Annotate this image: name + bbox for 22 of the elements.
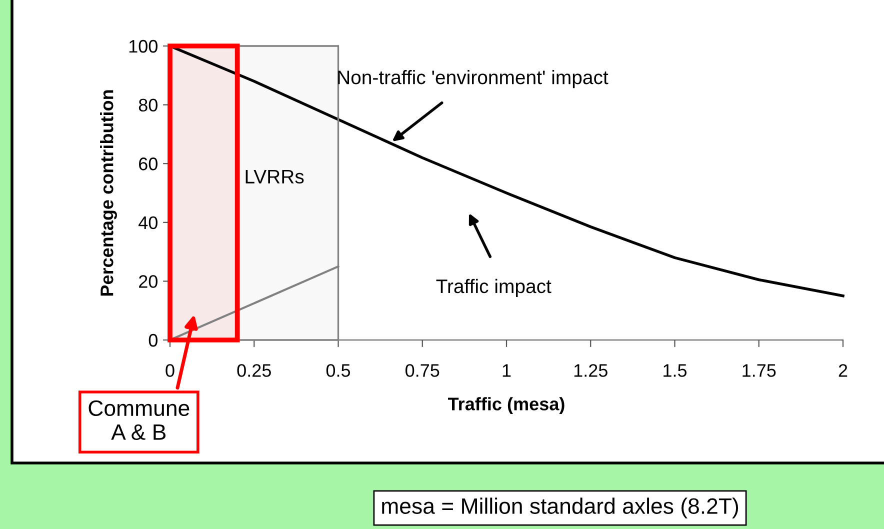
- y-tick-label: 60: [139, 158, 158, 170]
- x-tick-label: 1.5: [664, 364, 687, 377]
- y-axis-title: Percentage contribution: [100, 90, 117, 296]
- y-tick-label: 80: [138, 98, 158, 112]
- x-tick-label: 0.75: [406, 364, 440, 377]
- annotation: Traffic impact: [436, 278, 552, 298]
- x-tick-label: 0: [166, 364, 174, 377]
- y-tick-label: 20: [139, 275, 158, 288]
- x-tick-label: 1.75: [742, 364, 776, 377]
- annotation: Non-traffic 'environment' impact: [338, 70, 608, 88]
- band-label: LVRRs: [246, 170, 304, 184]
- x-axis-title: Traffic (mesa): [448, 397, 564, 414]
- y-tick-label: 40: [138, 216, 158, 230]
- text: mesa = Million standard axles (8.2T): [382, 498, 738, 518]
- x-tick-label: 1: [502, 364, 511, 377]
- y-tick-label: 0: [148, 334, 158, 347]
- x-tick-label: 1.25: [574, 364, 608, 377]
- x-tick-label: 0.25: [237, 364, 271, 377]
- y-tick-label: 100: [129, 40, 158, 53]
- x-tick-label: 0.5: [326, 364, 350, 377]
- x-tick-label: 2: [838, 364, 848, 377]
- band-label: Commune A & B: [88, 400, 190, 440]
